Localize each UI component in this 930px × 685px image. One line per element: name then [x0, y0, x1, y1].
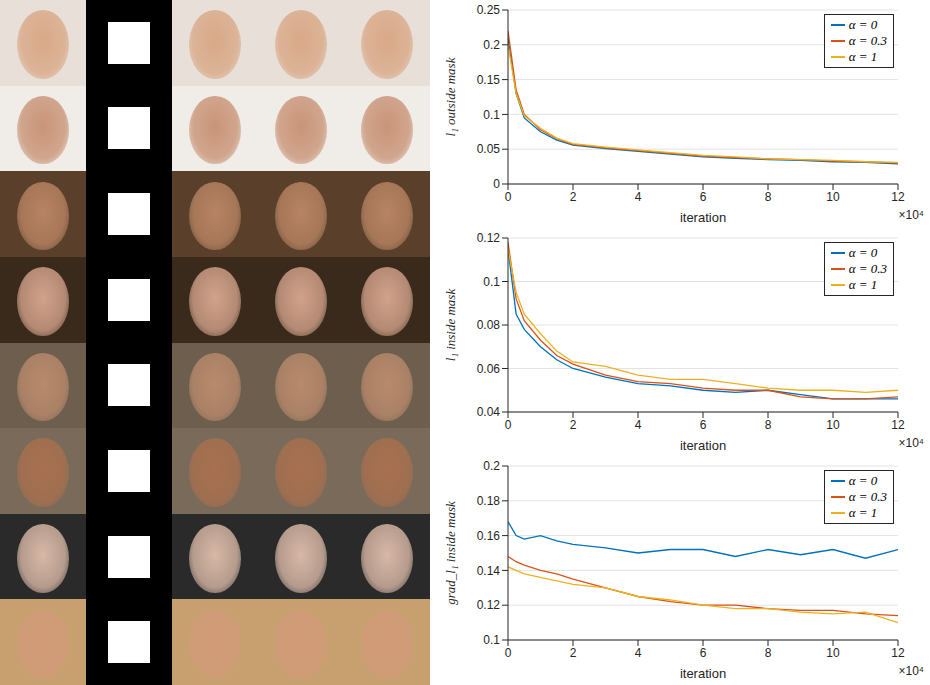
html-text:α = 1: α = 1: [848, 277, 878, 292]
svg-text:0: 0: [493, 177, 500, 191]
svg-text:4: 4: [635, 190, 642, 204]
html-text:×10⁴: ×10⁴: [898, 664, 924, 678]
svg-text:0.05: 0.05: [477, 142, 501, 156]
html-text:×10⁴: ×10⁴: [898, 436, 924, 450]
svg-text:0.15: 0.15: [477, 73, 501, 87]
html-text:α = 0.3: α = 0.3: [848, 489, 887, 504]
html-text:α = 0: α = 0: [848, 473, 878, 488]
svg-text:0.1: 0.1: [483, 275, 500, 289]
svg-text:l₁ outside mask: l₁ outside mask: [443, 57, 458, 136]
svg-text:0.18: 0.18: [477, 494, 501, 508]
html-text:α = 0.3: α = 0.3: [848, 33, 887, 48]
html-text:×10⁴: ×10⁴: [898, 208, 924, 222]
html-text:α = 0: α = 0: [848, 17, 878, 32]
svg-text:12: 12: [891, 190, 905, 204]
svg-text:0.04: 0.04: [477, 405, 501, 419]
svg-text:8: 8: [765, 190, 772, 204]
svg-text:12: 12: [891, 418, 905, 432]
svg-text:6: 6: [700, 646, 707, 660]
svg-text:l₁ inside mask: l₁ inside mask: [443, 289, 458, 362]
svg-text:0: 0: [505, 190, 512, 204]
svg-text:8: 8: [765, 418, 772, 432]
svg-text:10: 10: [826, 190, 840, 204]
svg-text:0.2: 0.2: [483, 38, 500, 52]
svg-text:0.16: 0.16: [477, 529, 501, 543]
svg-text:6: 6: [700, 190, 707, 204]
html-text:α = 1: α = 1: [848, 505, 878, 520]
svg-text:0.08: 0.08: [477, 318, 501, 332]
svg-text:2: 2: [570, 418, 577, 432]
html-text:α = 0.3: α = 0.3: [848, 261, 887, 276]
svg-text:0.06: 0.06: [477, 362, 501, 376]
svg-text:4: 4: [635, 646, 642, 660]
svg-text:0.14: 0.14: [477, 564, 501, 578]
svg-text:iteration: iteration: [680, 666, 726, 681]
svg-text:2: 2: [570, 646, 577, 660]
html-text:α = 0: α = 0: [848, 245, 878, 260]
svg-text:0.25: 0.25: [477, 3, 501, 17]
svg-text:0.2: 0.2: [483, 459, 500, 473]
svg-text:iteration: iteration: [680, 210, 726, 225]
html-text:α = 1: α = 1: [848, 49, 878, 64]
svg-text:iteration: iteration: [680, 438, 726, 453]
svg-text:4: 4: [635, 418, 642, 432]
svg-text:10: 10: [826, 646, 840, 660]
svg-text:10: 10: [826, 418, 840, 432]
svg-text:0: 0: [505, 418, 512, 432]
svg-text:0.12: 0.12: [477, 598, 501, 612]
svg-text:0: 0: [505, 646, 512, 660]
svg-text:6: 6: [700, 418, 707, 432]
svg-text:0.1: 0.1: [483, 633, 500, 647]
svg-text:0.12: 0.12: [477, 231, 501, 245]
svg-text:grad_l₁ inside mask: grad_l₁ inside mask: [443, 501, 458, 605]
svg-text:2: 2: [570, 190, 577, 204]
svg-text:8: 8: [765, 646, 772, 660]
svg-text:0.1: 0.1: [483, 108, 500, 122]
svg-text:12: 12: [891, 646, 905, 660]
